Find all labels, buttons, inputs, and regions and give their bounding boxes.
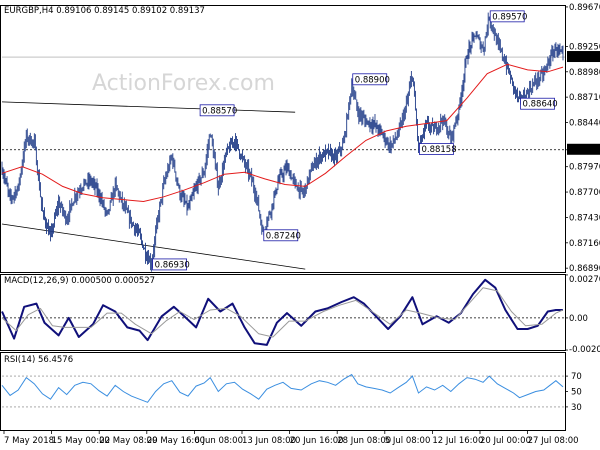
x-tick-label: 28 Jun 08:00 <box>337 436 391 446</box>
macd-pane-frame <box>0 274 566 351</box>
level-price-tag <box>567 143 600 155</box>
x-tick-label: 20 Jul 00:00 <box>480 436 531 446</box>
annotation-box <box>489 10 525 23</box>
rsi-pane-frame <box>0 352 566 431</box>
x-tick-label: 5 Jul 08:00 <box>385 436 431 446</box>
macd-line <box>1 278 563 346</box>
annotation-label: 0.86930 <box>155 260 190 270</box>
rsi-line <box>1 373 564 403</box>
annotation-box <box>419 143 454 155</box>
channel-line-upper <box>1 101 296 113</box>
rsi-y-tick-label: 30 <box>571 403 582 413</box>
rsi-y-tick-label: 50 <box>571 388 582 398</box>
moving-average-line <box>1 63 564 203</box>
main-header: EURGBP,H4 0.89106 0.89145 0.89102 0.8913… <box>4 6 205 16</box>
x-tick-label: 27 Jul 08:00 <box>528 436 579 446</box>
macd-header: MACD(12,26,9) 0.000500 0.000527 <box>4 276 155 286</box>
annotation-label: 0.87240 <box>266 231 301 241</box>
last-price-label: 0.89137 <box>569 53 600 63</box>
annotation-box <box>520 97 555 110</box>
macd-y-tick-label: -0.002023 <box>569 345 600 355</box>
x-tick-label: 13 Jun 08:00 <box>242 436 296 446</box>
annotation-box <box>352 73 388 86</box>
x-tick-label: 20 Jun 16:00 <box>290 436 344 446</box>
x-tick-label: 29 May 16:00 <box>147 436 205 446</box>
x-tick-label: 6 Jun 08:00 <box>194 436 243 446</box>
watermark-text: ActionForex.com <box>92 71 275 96</box>
annotation-box <box>152 258 188 271</box>
annotation-box <box>199 104 235 117</box>
annotation-label: 0.88900 <box>355 75 390 85</box>
x-tick-label: 7 May 2018 <box>4 436 54 446</box>
x-tick-label: 15 May 00:00 <box>52 436 110 446</box>
macd-y-tick-label: 0.00 <box>569 314 588 324</box>
macd-y-tick-label: 0.002705 <box>569 275 600 285</box>
x-tick-label: 12 Jul 16:00 <box>432 436 483 446</box>
x-tick-label: 22 May 08:00 <box>99 436 157 446</box>
annotation-label: 0.88570 <box>202 106 237 116</box>
rsi-header: RSI(14) 56.4576 <box>4 355 73 365</box>
annotation-box <box>263 229 299 242</box>
annotation-label: 0.89570 <box>492 12 527 22</box>
macd-signal-line <box>1 287 564 338</box>
rsi-y-tick-label: 70 <box>571 372 582 382</box>
annotation-label: 0.88640 <box>523 100 558 110</box>
last-price-tag <box>567 51 600 63</box>
annotation-label: 0.88158 <box>421 145 456 155</box>
